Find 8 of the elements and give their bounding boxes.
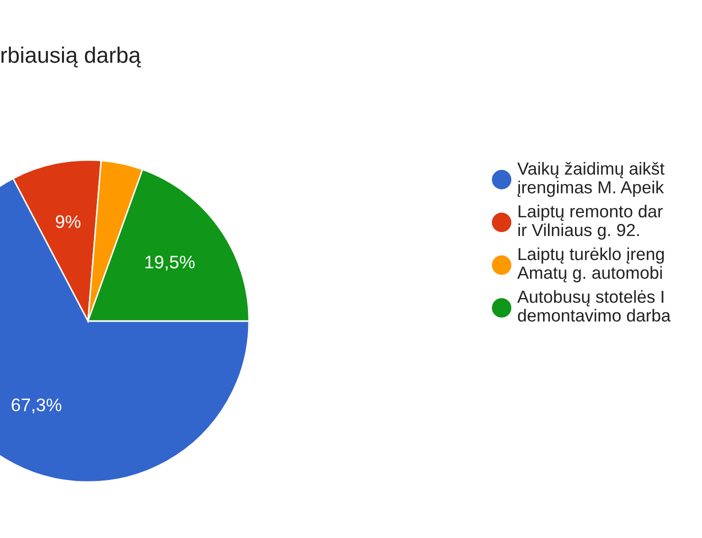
data-label: 19,5% xyxy=(145,256,195,271)
legend-label: Laiptų remonto dar ir Vilniaus g. 92. xyxy=(518,204,663,240)
data-label: 9% xyxy=(56,215,80,228)
legend-label: Vaikų žaidimų aikšt įrengimas M. Apeik xyxy=(517,162,664,197)
data-label: 67,3% xyxy=(12,398,62,414)
legend-label: Autobusų stotelės I demontavimo darba xyxy=(517,290,671,322)
legend-label: Laiptų turėklo įreng Amatų g. automobi xyxy=(517,247,664,282)
chart-title: rbiausią darbą xyxy=(1,46,141,68)
